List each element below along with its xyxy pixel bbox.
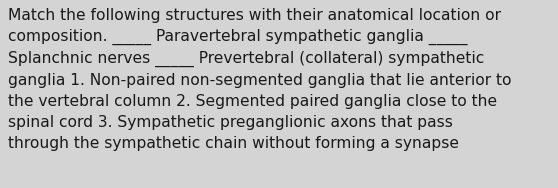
- Text: Match the following structures with their anatomical location or
composition. __: Match the following structures with thei…: [8, 8, 512, 151]
